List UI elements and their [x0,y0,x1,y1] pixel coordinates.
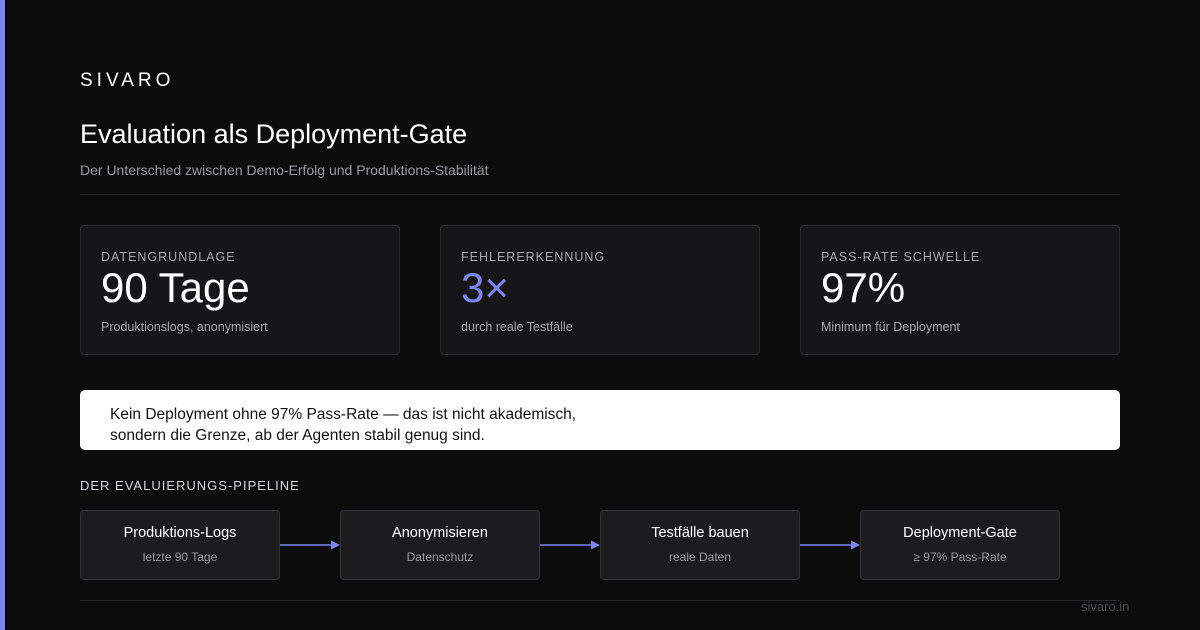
stat-label: DATENGRUNDLAGE [101,250,236,264]
step-subtitle: ≥ 97% Pass-Rate [913,550,1007,564]
stat-value: 3× [461,264,509,311]
quote-line-1: Kein Deployment ohne 97% Pass-Rate — das… [110,406,577,423]
step-subtitle: reale Daten [668,550,732,564]
stat-value: 90 Tage [101,264,250,311]
pipeline-step-deployment-gate: Deployment-Gate ≥ 97% Pass-Rate [860,510,1060,580]
page-title: Evaluation als Deployment-Gate [80,119,468,149]
pipeline-step-testfaelle-bauen: Testfälle bauen reale Daten [600,510,800,580]
quote-line-2: sondern die Grenze, ab der Agenten stabi… [110,427,485,444]
quote-callout: Kein Deployment ohne 97% Pass-Rate — das… [80,390,1120,450]
header-divider [80,194,1120,195]
arrow-right-icon [280,540,340,550]
arrow-right-icon [540,540,600,550]
accent-bar [0,0,5,630]
step-title: Anonymisieren [392,525,488,541]
pipeline-heading: DER EVALUIERUNGS-PIPELINE [80,478,300,493]
stat-label: FEHLERERKENNUNG [461,250,606,264]
stat-caption: Produktionslogs, anonymisiert [101,320,268,334]
page-subtitle: Der Unterschied zwischen Demo-Erfolg und… [80,162,489,178]
footer-divider [80,600,1120,601]
stat-card-datengrundlage: DATENGRUNDLAGE 90 Tage Produktionslogs, … [80,225,400,355]
stat-value: 97% [821,264,906,311]
pipeline-step-anonymisieren: Anonymisieren Datenschutz [340,510,540,580]
step-title: Produktions-Logs [123,525,237,541]
brand-logo: SIVARO [80,70,175,91]
footer-url: sivaro.in [1081,599,1130,614]
step-subtitle: Datenschutz [406,550,474,564]
step-title: Testfälle bauen [651,525,749,541]
stat-card-fehlererkennung: FEHLERERKENNUNG 3× durch reale Testfälle [440,225,760,355]
stat-label: PASS-RATE SCHWELLE [821,250,981,264]
step-title: Deployment-Gate [903,525,1017,541]
pipeline-step-produktions-logs: Produktions-Logs letzte 90 Tage [80,510,280,580]
stat-caption: Minimum für Deployment [821,320,960,334]
step-subtitle: letzte 90 Tage [142,550,218,564]
stat-card-pass-rate: PASS-RATE SCHWELLE 97% Minimum für Deplo… [800,225,1120,355]
stat-caption: durch reale Testfälle [461,320,573,334]
arrow-right-icon [800,540,860,550]
